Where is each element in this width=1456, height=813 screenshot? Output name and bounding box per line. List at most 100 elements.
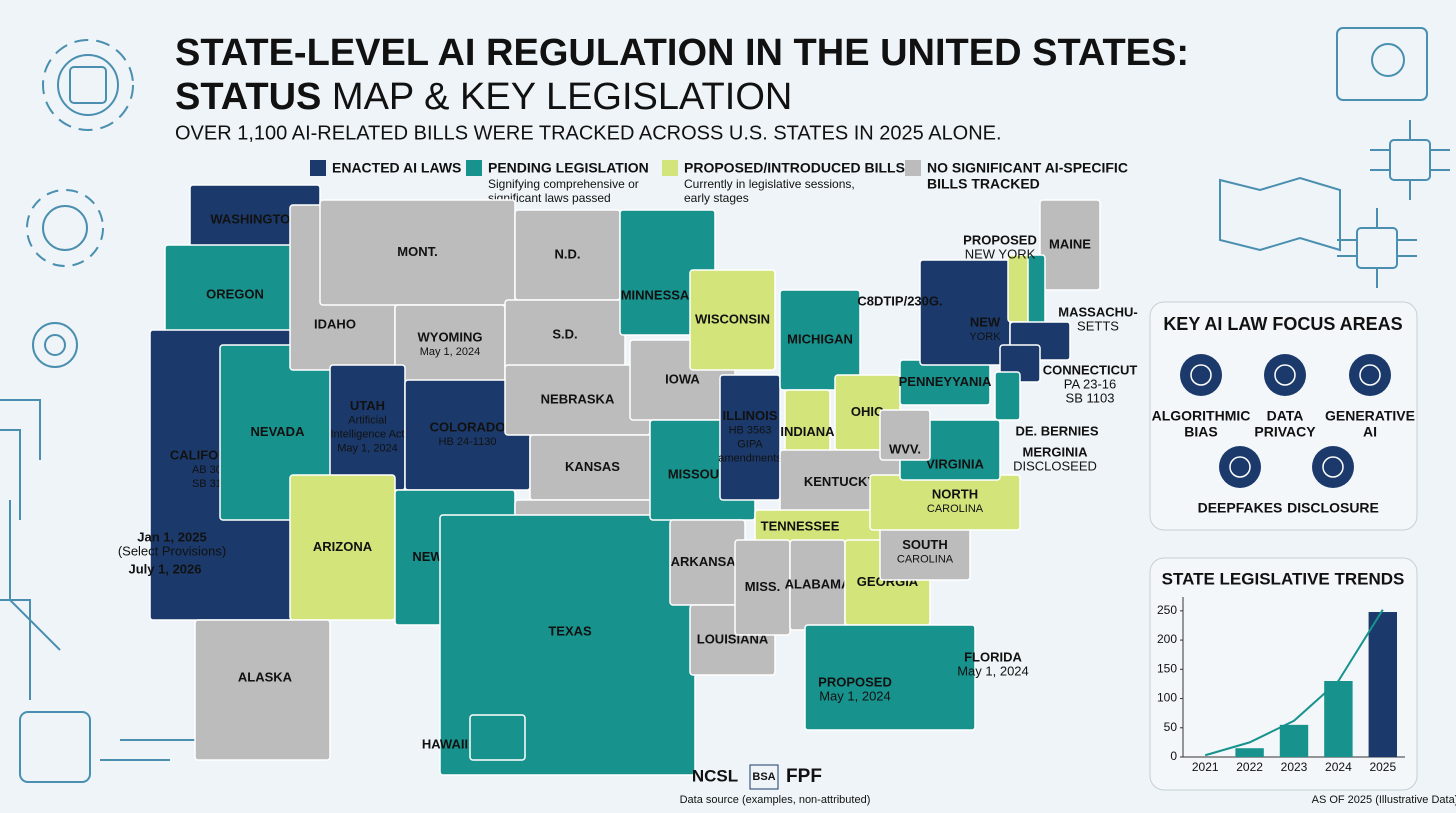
legend-sub: BILLS TRACKED [927, 176, 1040, 192]
state-label: KENTUCKY [804, 474, 877, 489]
y-tick-label: 200 [1157, 632, 1177, 646]
focus-label: DATA [1267, 408, 1304, 424]
state-label: S.D. [552, 326, 577, 341]
legend-label: ENACTED AI LAWS [332, 160, 461, 176]
annotation: PROPOSED [818, 674, 892, 689]
state-label: WYOMING [418, 329, 483, 344]
state-label: TEXAS [548, 623, 592, 638]
x-tick-label: 2023 [1281, 760, 1308, 774]
focus-label: GENERATIVE [1325, 408, 1415, 424]
state [804, 624, 976, 731]
legend-swatch [905, 160, 921, 176]
state-label: HAWAII [422, 736, 468, 751]
state-label: KANSAS [565, 459, 620, 474]
state-label: CAROLINA [927, 503, 984, 515]
state [1039, 199, 1101, 291]
annotation: (Select Provisions) [118, 543, 226, 558]
legend-label: NO SIGNIFICANT AI-SPECIFIC [927, 160, 1128, 176]
state-label: Intelligence Act [331, 428, 405, 440]
legend-sub: significant laws passed [488, 191, 611, 205]
state-label: IDAHO [314, 316, 356, 331]
focus-icon [1264, 354, 1306, 396]
legend-sub: Signifying comprehensive or [488, 177, 639, 191]
focus-icon-inner [1359, 364, 1381, 386]
state-label: IOWA [665, 371, 700, 386]
state-label: VIRGINIA [926, 456, 984, 471]
x-tick-label: 2025 [1369, 760, 1396, 774]
as-of: AS OF 2025 (Illustrative Data) [1312, 794, 1456, 806]
state-label: MAINE [1049, 236, 1091, 251]
annotation: SETTS [1077, 318, 1119, 333]
state-label: ARIZONA [313, 539, 373, 554]
state-label: COLORADO [430, 419, 506, 434]
y-tick-label: 150 [1157, 661, 1177, 675]
focus-label: DEEPFAKES [1198, 500, 1283, 516]
state-label: CAROLINA [897, 553, 954, 565]
focus-icon [1312, 446, 1354, 488]
bar [1368, 612, 1398, 757]
logo-box [749, 764, 779, 790]
focus-label: AI [1363, 424, 1377, 440]
legend-sub: early stages [684, 191, 749, 205]
title-rest: MAP & KEY LEGISLATION [332, 76, 792, 118]
state-label: N.D. [555, 246, 581, 261]
annotation: May 1, 2024 [819, 688, 891, 703]
state-label: YORK [969, 331, 1001, 343]
chart-title: STATE LEGISLATIVE TRENDS [1162, 569, 1405, 588]
y-tick-label: 100 [1157, 691, 1177, 705]
bar [1235, 748, 1264, 757]
legend: ENACTED AI LAWS PENDING LEGISLATIONSignif… [310, 160, 1128, 205]
legend-sub: Currently in legislative sessions, [684, 177, 855, 191]
title-line2: STATUS MAP & KEY LEGISLATION [175, 76, 792, 118]
state-label: SB 313 [192, 478, 228, 490]
annotation: NEW YORK [965, 246, 1036, 261]
state-label: WASHINGTON [210, 211, 299, 226]
state [879, 409, 931, 461]
logo: FPF [786, 766, 822, 787]
footer: NCSL BSA FPF Data source (examples, non-… [680, 764, 1456, 806]
focus-icon-inner [1322, 456, 1344, 478]
annotation: C8DTIP/230G. [857, 293, 942, 308]
state-label: TENNESSEE [761, 518, 840, 533]
state-label: Artificial [348, 414, 387, 426]
state-label: May 1, 2024 [337, 442, 398, 454]
annotation: DISCLOSEED [1013, 458, 1097, 473]
state-label: AB 302 [192, 464, 228, 476]
state-label: NORTH [932, 486, 978, 501]
focus-icon-inner [1274, 364, 1296, 386]
focus-label: BIAS [1184, 424, 1217, 440]
state-label: OREGON [206, 286, 264, 301]
state-label: WISCONSIN [695, 311, 770, 326]
trend-chart: 0 50 100 150 200 250 2021 2022 2023 2024 2025 [1157, 597, 1405, 774]
state-label: NEVADA [251, 424, 306, 439]
y-tick-label: 0 [1170, 749, 1177, 763]
y-tick-label: 250 [1157, 603, 1177, 617]
annotation: FLORIDA [964, 649, 1022, 664]
logo: BSA [752, 771, 775, 783]
bar [1279, 724, 1309, 757]
state-label: MISSOURI [668, 466, 732, 481]
annotation: DE. BERNIES [1015, 423, 1098, 438]
state-label: SOUTH [902, 537, 948, 552]
state-label: ALASKA [238, 669, 293, 684]
state-label: PENNEYYANIA [899, 374, 992, 389]
focus-label: DISCLOSURE [1287, 500, 1379, 516]
state-label: NEBRASKA [541, 391, 615, 406]
annotation: Jan 1, 2025 [137, 529, 206, 544]
state [919, 259, 1011, 366]
state-label: GIPA [737, 438, 763, 450]
state-label: WVV. [889, 441, 921, 456]
subtitle: OVER 1,100 AI-RELATED BILLS WERE TRACKED… [175, 122, 1002, 144]
state [719, 374, 781, 501]
legend-swatch [310, 160, 326, 176]
x-tick-label: 2022 [1236, 760, 1263, 774]
trend-line [1204, 609, 1384, 757]
annotation: MERGINIA [1023, 444, 1089, 459]
state-label: HB 24-1130 [439, 436, 497, 448]
x-tick-label: 2024 [1325, 760, 1352, 774]
state [469, 714, 526, 761]
title-bold: STATUS [175, 76, 321, 118]
focus-label: ALGORITHMIC [1152, 408, 1251, 424]
